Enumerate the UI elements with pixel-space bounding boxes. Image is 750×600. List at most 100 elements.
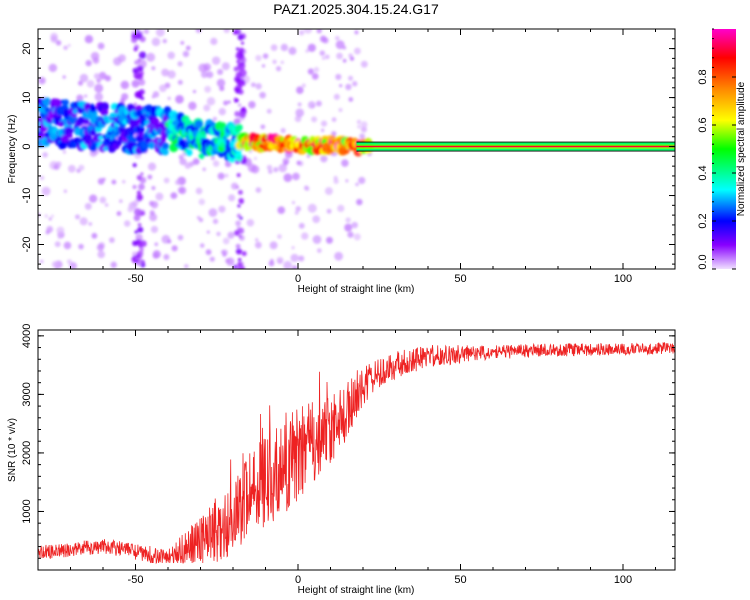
- spectrogram-noise-cell: [335, 73, 342, 81]
- spectrogram-noise-cell: [155, 192, 164, 201]
- spectrogram-noise-cell: [123, 220, 131, 227]
- spectrogram-streak-cell: [131, 79, 140, 88]
- spectrogram-noise-cell: [209, 256, 215, 262]
- steady-tone-band: [356, 142, 675, 145]
- spectrogram-streak-cell: [138, 94, 143, 99]
- spectrogram-noise-cell: [202, 167, 207, 172]
- steady-tone-band: [356, 148, 675, 151]
- y-tick-label: 0: [21, 143, 33, 149]
- spectrogram-noise-cell: [266, 108, 272, 114]
- spectrogram-noise-cell: [48, 217, 52, 221]
- x-tick-label: 0: [295, 574, 301, 586]
- colorbar-tick-label: 0.8: [697, 69, 709, 84]
- spectrogram-noise-cell: [167, 96, 171, 101]
- spectrogram-noise-cell: [45, 230, 50, 235]
- spectrogram-noise-cell: [39, 259, 44, 264]
- spectrogram-noise-cell: [50, 214, 54, 218]
- spectrogram-noise-cell: [226, 257, 235, 266]
- spectrogram-noise-cell: [283, 260, 293, 269]
- spectrogram-noise-cell: [113, 57, 122, 66]
- spectrogram-ridge-cell: [90, 129, 97, 136]
- spectrogram-noise-cell: [51, 261, 59, 268]
- spectrogram-ridge-cell: [194, 119, 204, 129]
- spectrogram-noise-cell: [269, 241, 278, 250]
- spectrogram-noise-cell: [77, 80, 83, 86]
- spectrogram-noise-cell: [195, 29, 202, 33]
- spectrogram-streak-cell: [134, 230, 138, 234]
- spectrogram-noise-cell: [204, 85, 212, 93]
- spectrogram-noise-cell: [307, 101, 316, 109]
- spectrogram-noise-cell: [250, 82, 256, 88]
- spectrogram-ridge-cell: [161, 148, 169, 156]
- spectrogram-noise-cell: [348, 97, 354, 102]
- spectrogram-noise-cell: [228, 194, 236, 202]
- spectrogram-noise-cell: [344, 223, 353, 232]
- x-tick-label: 100: [614, 574, 632, 586]
- spectrogram-noise-cell: [275, 66, 282, 72]
- spectrogram-noise-cell: [149, 213, 158, 222]
- x-tick-label: 0: [295, 273, 301, 285]
- chart-title: PAZ1.2025.304.15.24.G17: [273, 1, 439, 17]
- spectrogram-heatmap: [38, 29, 675, 269]
- spectrogram-streak-cell: [233, 118, 241, 126]
- spectrogram-streak-cell: [136, 174, 143, 181]
- spectrogram-noise-cell: [184, 162, 192, 169]
- spectrogram-noise-cell: [217, 172, 225, 180]
- spectrogram-noise-cell: [348, 53, 353, 58]
- spectrogram-noise-cell: [63, 189, 68, 193]
- spectrogram-noise-cell: [206, 97, 216, 106]
- spectrogram-noise-cell: [311, 116, 318, 123]
- spectrogram-noise-cell: [138, 78, 146, 86]
- y-tick-label: 2000: [21, 441, 33, 465]
- spectrogram-noise-cell: [177, 79, 183, 85]
- spectrogram-noise-cell: [188, 101, 197, 111]
- spectrogram-noise-cell: [182, 50, 190, 58]
- spectrogram-noise-cell: [352, 81, 358, 87]
- spectrogram-noise-cell: [291, 246, 295, 250]
- spectrogram-streak-cell: [137, 58, 141, 62]
- spectrogram-noise-cell: [313, 66, 320, 73]
- spectrogram-ridge-cell: [89, 105, 97, 113]
- spectrogram-noise-cell: [67, 164, 76, 173]
- spectrogram-noise-cell: [266, 164, 273, 171]
- spectrogram-noise-cell: [292, 172, 300, 181]
- spectrogram-noise-cell: [248, 100, 256, 109]
- spectrogram-streak-cell: [140, 211, 145, 216]
- spectrogram-noise-cell: [147, 162, 157, 171]
- spectrogram-ridge-cell: [100, 108, 109, 117]
- spectrogram-noise-cell: [175, 94, 184, 104]
- spectrogram-noise-cell: [353, 233, 361, 241]
- spectrogram-noise-cell: [48, 63, 58, 73]
- spectrogram-noise-cell: [154, 242, 159, 247]
- spectrogram-ridge-cell: [209, 121, 216, 127]
- spectrogram-noise-cell: [311, 73, 319, 80]
- spectrogram-noise-cell: [155, 29, 165, 37]
- spectrogram-noise-cell: [262, 53, 269, 59]
- colorbar-tick-label: 0.2: [697, 213, 709, 228]
- spectrogram-cells: [38, 29, 374, 269]
- spectrogram-streak-cell: [137, 226, 144, 233]
- spectrogram-streak-cell: [141, 90, 145, 94]
- spectrogram-noise-cell: [324, 187, 333, 196]
- spectrogram-noise-cell: [179, 157, 187, 166]
- spectrogram-noise-cell: [294, 210, 299, 215]
- spectrogram-ridge-cell: [61, 134, 69, 143]
- spectrogram-noise-cell: [85, 60, 92, 67]
- spectrogram-noise-cell: [200, 71, 208, 78]
- spectrogram-streak-cell: [240, 41, 245, 45]
- spectrogram-noise-cell: [227, 231, 235, 239]
- spectrogram-noise-cell: [205, 249, 212, 256]
- spectrogram-noise-cell: [255, 54, 262, 62]
- spectrogram-noise-cell: [307, 203, 317, 213]
- spectrogram-streak-cell: [139, 247, 144, 252]
- spectrogram-noise-cell: [273, 167, 279, 173]
- spectrogram-noise-cell: [211, 56, 221, 65]
- spectrogram-noise-cell: [167, 239, 172, 244]
- spectrogram-streak-cell: [235, 248, 243, 255]
- spectrogram-noise-cell: [280, 127, 286, 134]
- y-tick-label: 4000: [21, 324, 33, 348]
- spectrogram-streak-cell: [139, 74, 143, 78]
- spectrogram-streak-cell: [233, 97, 238, 101]
- spectrogram-noise-cell: [57, 235, 62, 240]
- spectrogram-noise-cell: [353, 47, 361, 55]
